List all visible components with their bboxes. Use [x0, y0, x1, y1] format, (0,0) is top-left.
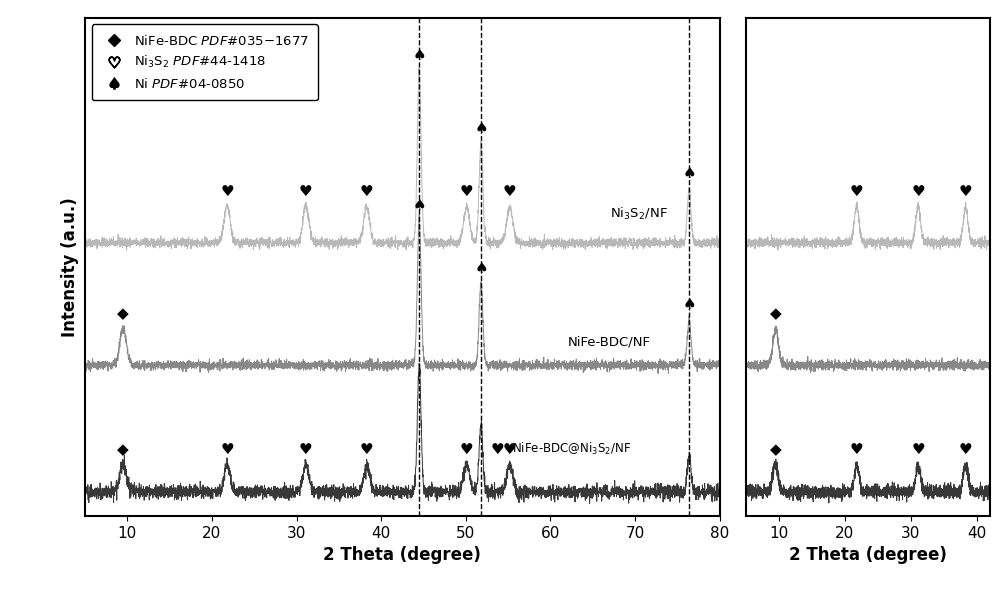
Text: ♥: ♥ [503, 442, 517, 457]
Text: ♥: ♥ [959, 442, 972, 457]
X-axis label: 2 Theta (degree): 2 Theta (degree) [789, 546, 947, 564]
Text: ♥: ♥ [911, 442, 925, 457]
Text: ♥: ♥ [850, 184, 864, 199]
Text: ◆: ◆ [770, 442, 781, 457]
Text: ♠: ♠ [412, 48, 426, 63]
Text: ♠: ♠ [474, 120, 488, 136]
Text: ♥: ♥ [360, 184, 374, 199]
Text: ♥: ♥ [503, 184, 517, 199]
Text: ♥: ♥ [220, 184, 234, 199]
Text: ♠: ♠ [474, 261, 488, 276]
Legend: NiFe-BDC $\mathit{PDF\#035}$$-$$\mathit{1677}$, Ni$_3$S$_2$ $\mathit{PDF\#44\tex: NiFe-BDC $\mathit{PDF\#035}$$-$$\mathit{… [92, 24, 318, 100]
Text: ♥: ♥ [959, 184, 972, 199]
Text: ♥: ♥ [360, 442, 374, 457]
Text: ♥: ♥ [460, 184, 473, 199]
Text: ♠: ♠ [412, 197, 426, 212]
Text: ♥: ♥ [490, 442, 504, 457]
Text: ◆: ◆ [117, 306, 129, 321]
Text: ♥: ♥ [299, 442, 313, 457]
Text: ◆: ◆ [770, 306, 781, 321]
Text: ♥: ♥ [850, 442, 864, 457]
Text: NiFe-BDC@Ni$_3$S$_2$/NF: NiFe-BDC@Ni$_3$S$_2$/NF [512, 441, 631, 457]
Text: ♠: ♠ [682, 297, 696, 312]
Text: NiFe-BDC/NF: NiFe-BDC/NF [567, 336, 650, 348]
Text: Ni$_3$S$_2$/NF: Ni$_3$S$_2$/NF [610, 205, 667, 222]
X-axis label: 2 Theta (degree): 2 Theta (degree) [323, 546, 481, 564]
Text: ◆: ◆ [117, 442, 129, 457]
Y-axis label: Intensity (a.u.): Intensity (a.u.) [61, 197, 79, 337]
Text: ♥: ♥ [299, 184, 313, 199]
Text: ♠: ♠ [682, 166, 696, 181]
Text: ♥: ♥ [911, 184, 925, 199]
Text: ♥: ♥ [460, 442, 473, 457]
Text: ♥: ♥ [220, 442, 234, 457]
